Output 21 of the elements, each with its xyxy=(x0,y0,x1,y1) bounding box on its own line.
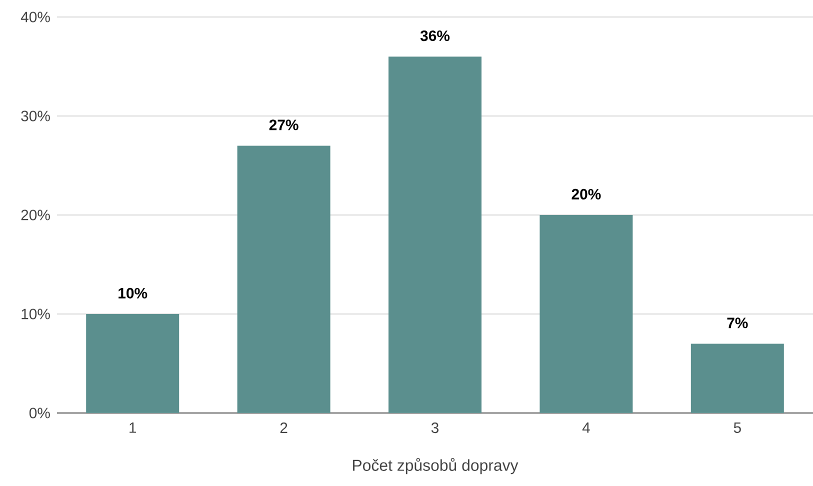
data-label: 20% xyxy=(572,188,601,200)
data-label: 36% xyxy=(420,30,450,42)
bar xyxy=(690,344,784,413)
x-axis-title: Počet způsobů dopravy xyxy=(353,458,518,474)
y-tick-label: 40% xyxy=(20,12,50,22)
y-tick-label: 30% xyxy=(21,110,50,122)
x-tick-label: 4 xyxy=(582,422,590,433)
bar xyxy=(86,314,180,413)
data-label: 10% xyxy=(118,288,148,298)
bar xyxy=(388,56,482,413)
x-tick-label: 2 xyxy=(280,422,288,433)
data-label: 7% xyxy=(727,318,748,328)
y-tick-label: 20% xyxy=(21,210,50,220)
x-tick-label: 3 xyxy=(431,422,439,434)
y-tick-label: 0% xyxy=(29,408,50,418)
x-tick-label: 1 xyxy=(130,422,136,433)
bar xyxy=(540,215,633,413)
bar xyxy=(237,146,330,413)
x-tick-label: 5 xyxy=(734,422,741,433)
data-label: 27% xyxy=(269,120,298,130)
y-tick-label: 10% xyxy=(22,308,50,320)
